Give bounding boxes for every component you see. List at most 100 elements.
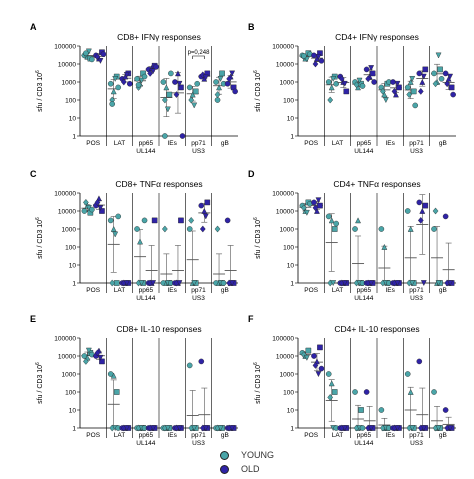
young-data-point (360, 83, 365, 88)
panel-f: F CD4+ IL-10 responses 1 10 100 1000 10000 1000… (248, 314, 456, 447)
young-data-point (116, 85, 121, 90)
young-data-point (379, 226, 384, 231)
x-tick-label: LAT (114, 140, 125, 147)
young-data-point (334, 221, 339, 226)
panel-title: CD8+ TNFα responses (115, 179, 202, 189)
x-tick-label: US3 (192, 295, 205, 302)
x-tick-label: POS (304, 140, 318, 147)
y-axis-label: sfu / CD3 106 (35, 362, 44, 404)
y-axis-label: sfu / CD3 106 (35, 217, 44, 259)
old-data-point (127, 81, 132, 86)
y-tick-label: 100000 (272, 44, 294, 51)
young-marker-icon (220, 451, 229, 460)
x-tick-label: IEs (385, 140, 395, 147)
old-data-point (417, 71, 422, 76)
x-tick-label: pp71 (409, 287, 424, 294)
x-tick-label: POS (304, 432, 318, 439)
young-data-point (187, 85, 192, 90)
young-data-point (332, 226, 337, 231)
young-data-point (352, 226, 357, 231)
old-data-point (420, 79, 425, 84)
old-data-point (418, 217, 423, 223)
x-tick-label: LAT (332, 287, 343, 294)
y-axis-label: sfu / CD3 106 (35, 70, 44, 112)
old-data-point (372, 79, 377, 84)
x-tick-label: gB (221, 287, 229, 294)
y-tick-label: 10000 (276, 62, 294, 69)
legend-item-old: OLD (220, 462, 320, 476)
old-data-point (311, 53, 316, 58)
young-data-point (411, 89, 416, 94)
young-data-point (334, 81, 339, 86)
x-tick-label: pp71 (191, 287, 206, 294)
x-tick-label: LAT (332, 140, 343, 147)
young-data-point (379, 407, 384, 412)
y-tick-label: 1000 (280, 227, 295, 234)
panel-e: E CD8+ IL-10 responses 1 10 100 1000 10000 1000… (30, 314, 238, 447)
panel-letter: B (248, 22, 255, 32)
young-data-point (142, 218, 147, 223)
old-data-point (205, 200, 210, 205)
x-tick-label: gB (221, 140, 229, 147)
y-tick-label: 100000 (54, 191, 76, 198)
y-axis-label: sfu / CD3 106 (253, 217, 262, 259)
x-tick-label: IEs (167, 432, 177, 439)
x-tick-label: POS (86, 432, 100, 439)
x-tick-label: US3 (192, 440, 205, 447)
x-tick-label: POS (304, 287, 318, 294)
panel-letter: F (248, 314, 254, 324)
y-tick-label: 1 (72, 281, 76, 288)
old-data-point (344, 89, 349, 94)
young-data-point (439, 76, 444, 81)
x-tick-label: US3 (410, 295, 423, 302)
y-tick-label: 1000 (62, 372, 77, 379)
old-data-point (172, 79, 177, 84)
legend: YOUNG OLD (220, 448, 320, 478)
old-data-point (370, 71, 375, 76)
old-data-point (319, 58, 324, 63)
young-data-point (218, 76, 223, 81)
young-data-point (358, 407, 363, 412)
young-data-point (405, 208, 410, 213)
panel-letter: E (30, 314, 36, 324)
old-marker-icon (220, 465, 229, 474)
young-data-point (108, 218, 113, 223)
y-tick-label: 10 (69, 263, 77, 270)
x-tick-label: IEs (385, 432, 395, 439)
young-data-point (161, 79, 166, 84)
old-data-point (311, 200, 316, 205)
y-tick-label: 100000 (272, 336, 294, 343)
old-data-point (423, 203, 428, 208)
panel-d: DCD4+ TNFα responses11010010001000010000… (248, 169, 456, 302)
x-tick-label: pp71 (191, 432, 206, 439)
y-tick-label: 10000 (58, 209, 76, 216)
x-tick-label: pp71 (409, 140, 424, 147)
young-data-point (405, 371, 410, 376)
x-tick-label: gB (221, 432, 229, 439)
young-data-point (332, 389, 337, 394)
young-data-point (134, 226, 139, 231)
y-tick-label: 1000 (62, 80, 77, 87)
panel-letter: C (30, 169, 37, 179)
y-tick-label: 100000 (272, 191, 294, 198)
y-tick-label: 100 (283, 98, 294, 105)
old-data-point (317, 203, 322, 208)
y-axis-label-superscript: 6 (35, 217, 41, 220)
young-data-point (413, 103, 418, 108)
y-tick-label: 100000 (54, 336, 76, 343)
old-data-point (443, 407, 448, 412)
young-data-point (360, 425, 365, 430)
x-tick-label: pp71 (409, 432, 424, 439)
y-tick-label: 1000 (62, 227, 77, 234)
young-data-point (437, 67, 442, 72)
young-data-point (187, 226, 192, 231)
x-tick-label: pp65 (357, 287, 372, 294)
x-tick-label: pp65 (357, 140, 372, 147)
old-data-point (311, 353, 316, 358)
x-tick-label: POS (86, 140, 100, 147)
young-data-point (189, 97, 194, 103)
x-tick-label: UL144 (136, 148, 156, 155)
young-data-point (326, 371, 331, 376)
old-data-point (199, 203, 204, 208)
young-data-point (83, 51, 88, 56)
